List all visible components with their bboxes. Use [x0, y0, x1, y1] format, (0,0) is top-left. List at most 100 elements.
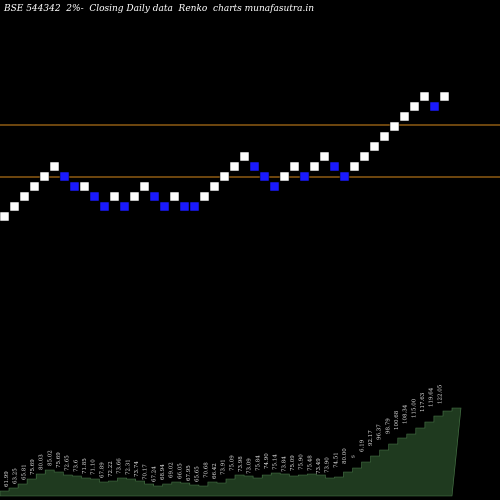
renko-brick-down: [329, 161, 340, 172]
renko-brick-up: [169, 191, 180, 202]
volume-label: 67.95: [186, 465, 192, 481]
volume-label: 75.09: [229, 455, 235, 471]
volume-label: s: [351, 455, 357, 458]
renko-brick-up: [39, 171, 50, 182]
volume-label: 73.6: [73, 459, 79, 472]
renko-brick-up: [399, 111, 410, 122]
renko-brick-down: [259, 171, 270, 182]
renko-brick-up: [139, 181, 150, 192]
renko-brick-down: [299, 171, 310, 182]
renko-brick-up: [439, 91, 450, 102]
volume-label: 75.14: [273, 454, 279, 470]
renko-brick-up: [109, 191, 120, 202]
volume-label: 75.69: [56, 452, 62, 468]
volume-label: 75.84: [255, 455, 261, 471]
volume-label: 75.09: [290, 455, 296, 471]
renko-brick-down: [59, 171, 70, 182]
volume-label: 73.74: [134, 461, 140, 477]
volume-label: 73.90: [325, 457, 331, 473]
renko-brick-up: [419, 91, 430, 102]
renko-brick-up: [289, 161, 300, 172]
renko-brick-up: [359, 151, 370, 162]
volume-label: 115.00: [411, 398, 417, 418]
volume-label: 70.17: [143, 464, 149, 480]
renko-brick-down: [339, 171, 350, 182]
volume-label: 73.66: [117, 458, 123, 474]
volume-label: 72.31: [125, 459, 131, 475]
volume-label: 75.69: [30, 459, 36, 475]
renko-brick-up: [229, 161, 240, 172]
renko-brick-down: [99, 201, 110, 212]
volume-label: 71.10: [91, 459, 97, 475]
volume-label: 65.65: [195, 466, 201, 482]
volume-label: 67.24: [151, 466, 157, 482]
chart-title: BSE 544342 2%- Closing Daily data Renko …: [4, 4, 315, 14]
renko-brick-down: [429, 101, 440, 112]
renko-brick-up: [319, 151, 330, 162]
volume-label: 66.05: [177, 463, 183, 479]
volume-label: 72.22: [108, 461, 114, 477]
volume-label: 65.81: [21, 464, 27, 480]
volume-label: 75.48: [307, 455, 313, 471]
renko-brick-up: [49, 161, 60, 172]
volume-label: 73.98: [238, 456, 244, 472]
renko-brick-up: [19, 191, 30, 202]
volume-label: 61.99: [4, 471, 10, 487]
volume-label: 72.65: [65, 455, 71, 471]
volume-label: 71.85: [82, 458, 88, 474]
volume-label: 67.89: [99, 462, 105, 478]
volume-label: 73.09: [247, 458, 253, 474]
renko-brick-down: [179, 201, 190, 212]
renko-brick-up: [199, 191, 210, 202]
volume-label: 80.00: [342, 448, 348, 464]
renko-brick-up: [0, 211, 10, 222]
volume-label: 70.68: [203, 462, 209, 478]
volume-label: 68.94: [160, 464, 166, 480]
renko-brick-up: [219, 171, 230, 182]
volume-label: 85.02: [47, 450, 53, 466]
volume-label: 80.03: [39, 454, 45, 470]
renko-brick-up: [389, 121, 400, 132]
volume-label: 119.64: [429, 387, 435, 407]
renko-brick-down: [269, 181, 280, 192]
volume-label: 63.25: [13, 468, 19, 484]
renko-brick-down: [189, 201, 200, 212]
volume-label: 92.17: [368, 430, 374, 446]
renko-brick-up: [29, 181, 40, 192]
volume-label: 6.19: [359, 439, 365, 452]
renko-brick-down: [89, 191, 100, 202]
renko-brick-down: [159, 201, 170, 212]
volume-area: [0, 407, 462, 497]
renko-brick-down: [119, 201, 130, 212]
volume-label: 73.84: [281, 456, 287, 472]
volume-label: 96.37: [377, 424, 383, 440]
renko-brick-up: [379, 131, 390, 142]
renko-brick-up: [279, 171, 290, 182]
renko-brick-up: [309, 161, 320, 172]
volume-label: 122.05: [437, 384, 443, 404]
volume-label: 100.68: [394, 410, 400, 430]
volume-label: 74.51: [333, 452, 339, 468]
volume-label: 75.90: [299, 454, 305, 470]
renko-brick-up: [349, 161, 360, 172]
volume-label: 66.42: [212, 463, 218, 479]
renko-brick-up: [209, 181, 220, 192]
volume-label: 117.63: [420, 392, 426, 412]
volume-label: 73.49: [316, 458, 322, 474]
volume-label: 98.79: [385, 418, 391, 434]
volume-label: 69.02: [169, 462, 175, 478]
renko-brick-up: [239, 151, 250, 162]
volume-label: 74.90: [264, 453, 270, 469]
renko-brick-down: [149, 191, 160, 202]
renko-brick-down: [69, 181, 80, 192]
renko-brick-down: [249, 161, 260, 172]
renko-brick-up: [409, 101, 420, 112]
renko-brick-up: [369, 141, 380, 152]
renko-brick-up: [129, 191, 140, 202]
renko-brick-up: [79, 181, 90, 192]
renko-brick-up: [9, 201, 20, 212]
volume-label: 108.34: [403, 404, 409, 424]
volume-label: 73.91: [221, 459, 227, 475]
